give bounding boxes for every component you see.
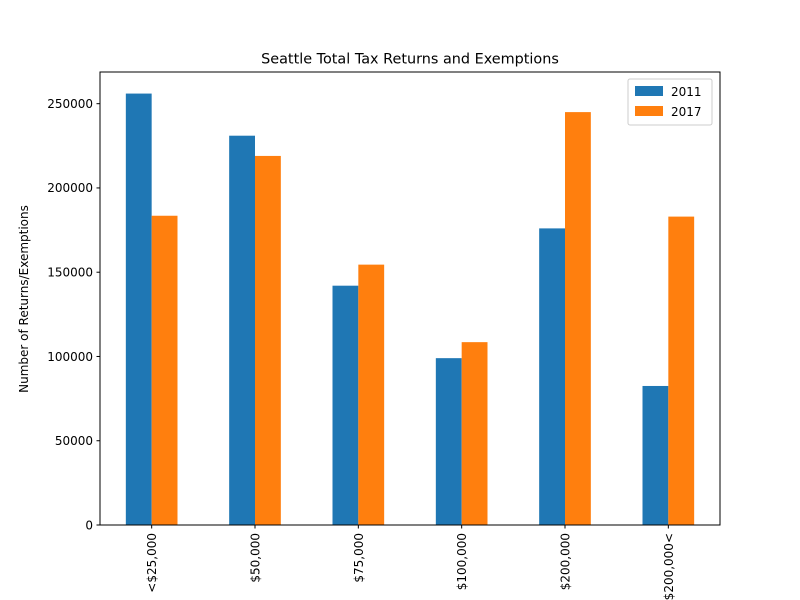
- bar-2017-2: [255, 155, 281, 525]
- y-tick-label: 0: [85, 518, 93, 532]
- bar-2017-6: [668, 216, 695, 525]
- x-tick-label: $200,000: [559, 533, 573, 590]
- x-tick-label: $100,000: [455, 533, 469, 590]
- x-tick-label: $50,000: [249, 533, 263, 583]
- chart-title: Seattle Total Tax Returns and Exemptions: [261, 52, 559, 68]
- y-tick-label: 200000: [47, 181, 93, 195]
- y-tick-label: 250000: [47, 97, 93, 111]
- y-tick-label: 100000: [47, 350, 93, 364]
- bar-2017-4: [461, 342, 488, 525]
- x-tick-label: $75,000: [352, 533, 366, 583]
- legend-label-2011: 2011: [671, 85, 702, 99]
- legend-swatch-2017: [635, 106, 663, 116]
- x-tick-label: <$25,000: [145, 533, 159, 593]
- bar-2011-6: [642, 385, 669, 525]
- bar-2017-5: [565, 112, 591, 526]
- bar-2011-4: [435, 358, 462, 525]
- legend-label-2017: 2017: [671, 105, 702, 119]
- y-tick-label: 50000: [55, 434, 93, 448]
- x-tick-label: $200,000<: [662, 533, 676, 600]
- bar-2017-1: [151, 215, 178, 525]
- plot-area: 0 50000 100000 150000 200000 250000 <$25,000 $5…: [47, 71, 721, 600]
- legend: 2011 2017: [627, 78, 713, 126]
- y-axis-label: Number of Returns/Exemptions: [17, 205, 31, 393]
- bar-2017-3: [358, 264, 385, 525]
- legend-swatch-2011: [635, 86, 663, 96]
- bar-2011-5: [539, 228, 565, 525]
- bar-2011-2: [229, 135, 255, 525]
- y-tick-label: 150000: [47, 266, 93, 280]
- bar-2011-1: [125, 93, 152, 525]
- bar-2011-3: [332, 285, 359, 525]
- axes-frame: [99, 71, 721, 526]
